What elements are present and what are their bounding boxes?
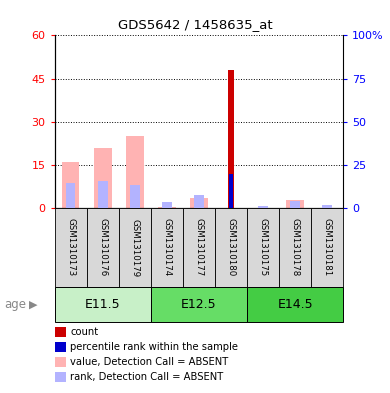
Text: E14.5: E14.5: [277, 298, 313, 311]
Text: GSM1310180: GSM1310180: [227, 219, 236, 277]
Bar: [247, 287, 343, 322]
Text: GSM1310176: GSM1310176: [98, 219, 107, 277]
Text: GSM1310178: GSM1310178: [291, 219, 300, 277]
Bar: [190, 198, 208, 208]
Bar: [151, 287, 247, 322]
Bar: [194, 195, 204, 208]
Text: GSM1310177: GSM1310177: [194, 219, 204, 277]
Bar: [215, 208, 247, 287]
Text: GSM1310174: GSM1310174: [162, 219, 171, 277]
Text: GSM1310175: GSM1310175: [259, 219, 268, 277]
Text: E11.5: E11.5: [85, 298, 121, 311]
Bar: [323, 205, 332, 208]
Text: E12.5: E12.5: [181, 298, 217, 311]
Bar: [119, 208, 151, 287]
Bar: [183, 208, 215, 287]
Bar: [247, 208, 279, 287]
Text: value, Detection Call = ABSENT: value, Detection Call = ABSENT: [70, 357, 229, 367]
Bar: [87, 208, 119, 287]
Bar: [162, 202, 172, 208]
Bar: [228, 70, 234, 208]
Bar: [94, 148, 112, 208]
Text: GDS5642 / 1458635_at: GDS5642 / 1458635_at: [118, 18, 272, 31]
Bar: [98, 182, 108, 208]
Text: percentile rank within the sample: percentile rank within the sample: [70, 342, 238, 352]
Text: GSM1310179: GSM1310179: [130, 219, 139, 277]
Text: count: count: [70, 327, 98, 337]
Bar: [229, 174, 233, 208]
Bar: [55, 208, 87, 287]
Bar: [62, 162, 80, 208]
Text: GSM1310181: GSM1310181: [323, 219, 332, 277]
Bar: [311, 208, 343, 287]
Text: GSM1310173: GSM1310173: [66, 219, 75, 277]
Bar: [286, 200, 304, 208]
Text: age: age: [4, 298, 26, 311]
Bar: [279, 208, 311, 287]
Bar: [158, 207, 176, 208]
Bar: [55, 287, 151, 322]
Bar: [130, 185, 140, 208]
Text: rank, Detection Call = ABSENT: rank, Detection Call = ABSENT: [70, 372, 223, 382]
Bar: [66, 183, 75, 208]
Text: ▶: ▶: [29, 299, 37, 310]
Bar: [151, 208, 183, 287]
Bar: [290, 200, 300, 208]
Bar: [126, 136, 144, 208]
Bar: [258, 206, 268, 208]
